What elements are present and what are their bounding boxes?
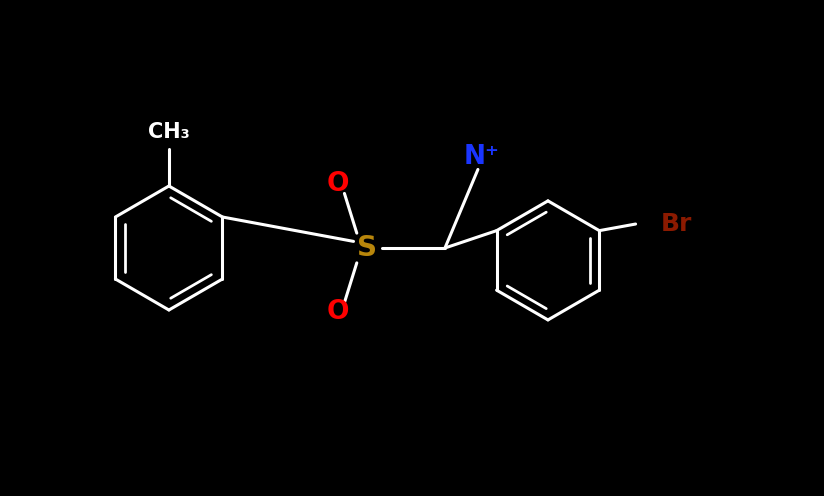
Text: Br: Br <box>660 212 691 236</box>
Text: CH₃: CH₃ <box>148 122 190 142</box>
Text: S: S <box>357 234 377 262</box>
Text: O: O <box>326 300 349 325</box>
Text: O: O <box>326 171 349 196</box>
Text: N⁺: N⁺ <box>464 144 500 170</box>
